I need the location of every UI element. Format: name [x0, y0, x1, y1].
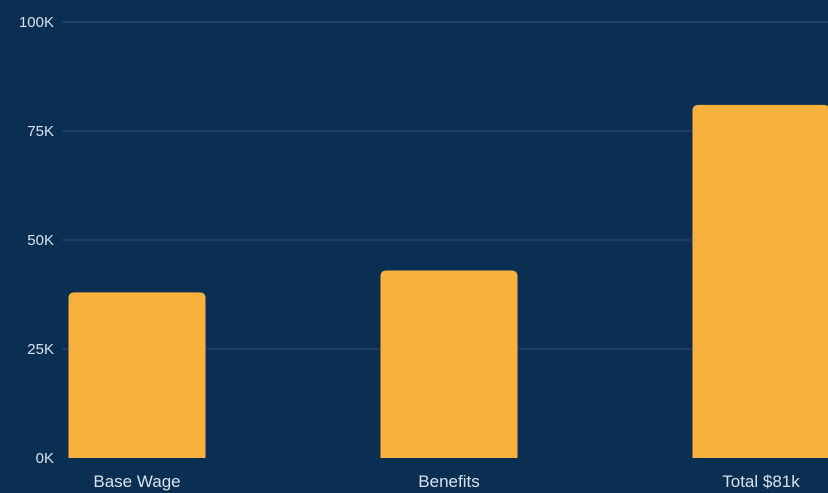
- x-category-label: Benefits: [418, 472, 479, 491]
- x-axis-category-labels: Base Wage Benefits Total $81k: [93, 472, 800, 491]
- x-category-label: Total $81k: [722, 472, 800, 491]
- x-category-label: Base Wage: [93, 472, 180, 491]
- bar: [68, 292, 206, 458]
- y-tick-label: 25K: [27, 341, 54, 358]
- y-tick-label: 100K: [19, 14, 54, 31]
- bar: [692, 104, 828, 458]
- y-tick-label: 75K: [27, 123, 54, 140]
- y-tick-label: 0K: [36, 450, 54, 467]
- bar: [380, 270, 518, 458]
- y-axis-tick-labels: 0K 25K 50K 75K 100K: [19, 14, 54, 467]
- y-tick-label: 50K: [27, 232, 54, 249]
- bars: [68, 104, 828, 458]
